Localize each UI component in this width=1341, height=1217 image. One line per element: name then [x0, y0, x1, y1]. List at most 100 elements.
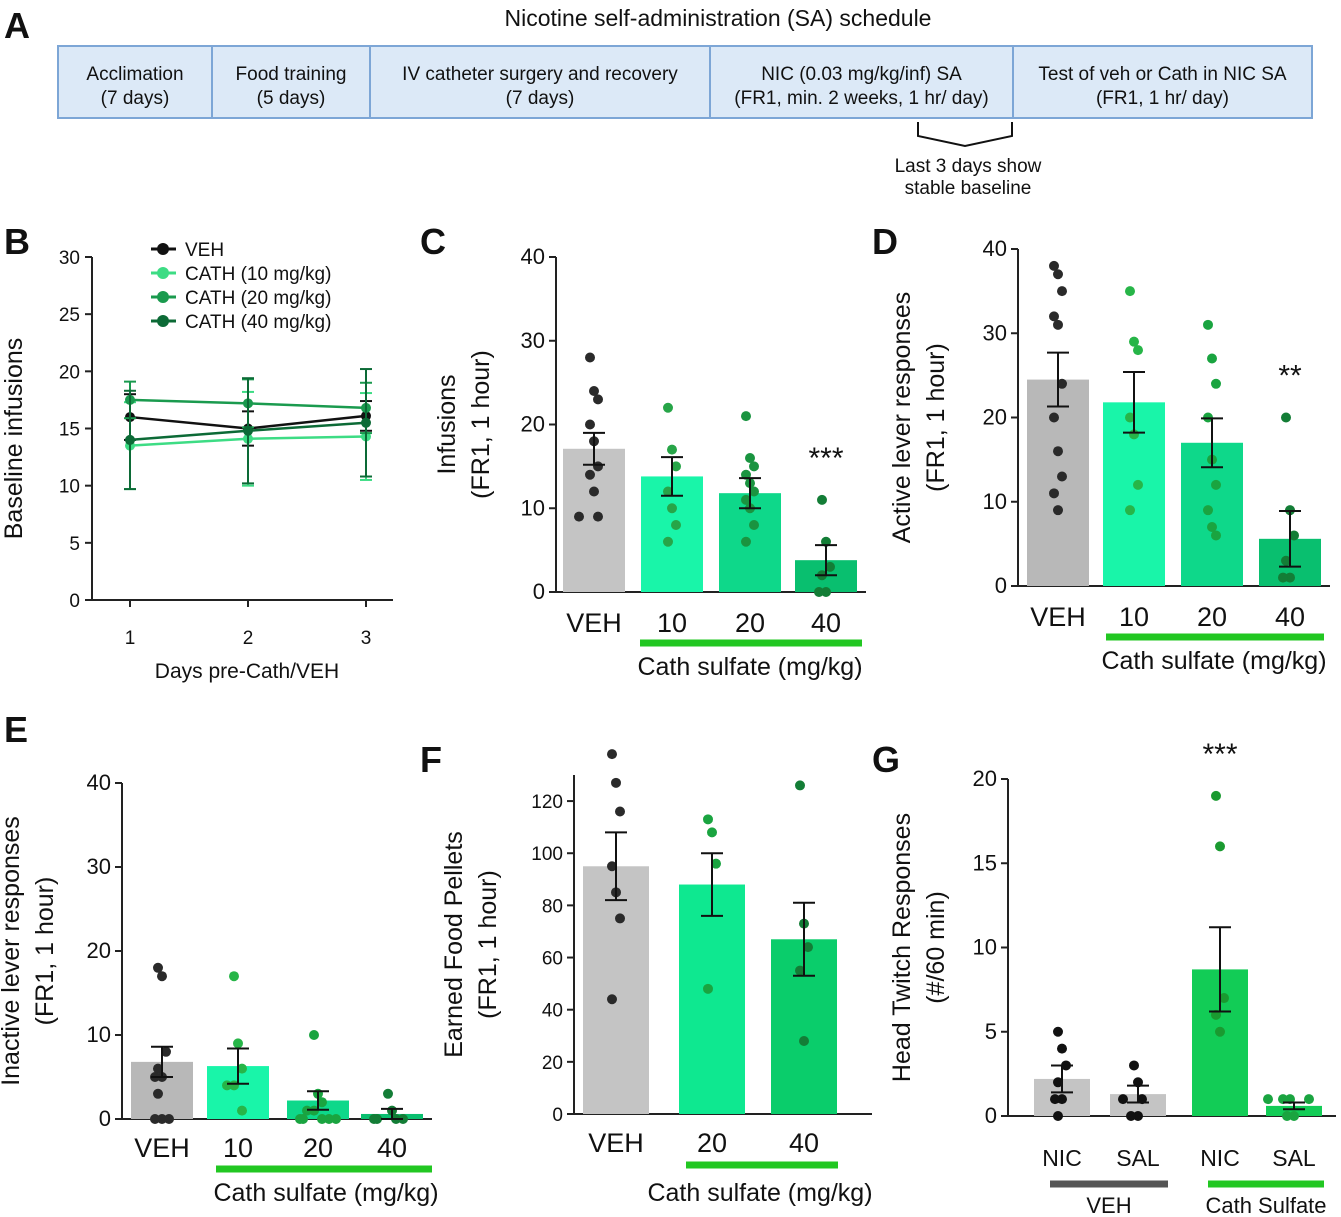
category-label: 10: [657, 608, 687, 638]
data-point: [589, 386, 599, 396]
y-tick-label: 25: [59, 305, 80, 326]
data-point: [663, 486, 673, 497]
category-label: SAL: [1116, 1145, 1160, 1171]
panel-letter-b: B: [4, 221, 30, 262]
category-label: 40: [789, 1128, 819, 1158]
y-tick-label: 40: [542, 1001, 563, 1022]
schedule-box: [211, 45, 371, 119]
y-tick-label: 100: [531, 844, 563, 865]
y-axis-label: Earned Food Pellets: [440, 831, 468, 1058]
data-point: [1118, 1094, 1128, 1105]
y-tick-label: 20: [59, 362, 80, 383]
data-point: [593, 394, 603, 405]
data-point: [749, 520, 759, 530]
dots-group: [814, 494, 835, 597]
y-tick-label: 60: [542, 949, 563, 970]
data-point: [150, 1114, 160, 1124]
data-point: [1126, 1111, 1136, 1121]
data-point: [607, 749, 617, 760]
legend-label: VEH: [185, 240, 224, 261]
y-tick-label: 15: [973, 850, 997, 875]
data-point: [1057, 471, 1067, 482]
data-point: [1053, 1077, 1063, 1088]
y-axis-label: Head Twitch Responses: [888, 813, 916, 1082]
data-point: [1215, 841, 1225, 852]
dots-group: [795, 780, 813, 1046]
y-tick-label: 0: [985, 1103, 997, 1128]
data-point: [161, 1046, 171, 1057]
data-point: [1211, 530, 1221, 541]
y-axis-sublabel: (#/60 min): [922, 891, 950, 1004]
category-label: NIC: [1200, 1145, 1240, 1171]
data-point: [1207, 353, 1217, 364]
data-point: [667, 503, 677, 514]
data-point: [585, 352, 595, 363]
data-point: [574, 511, 584, 522]
data-point: [309, 1030, 319, 1040]
dots-group: [574, 352, 603, 522]
data-point: [1211, 790, 1221, 801]
dots-group: [607, 749, 625, 1005]
chart-panel-e: 0 10 20 30 40 VEH 10 20 40 Cath sulfate (mg/kg) In…: [0, 770, 439, 1207]
category-label: VEH: [588, 1128, 644, 1158]
y-tick-label: 0: [533, 579, 545, 604]
y-axis-sublabel: (FR1, 1 hour): [31, 877, 59, 1026]
significance-label: **: [1278, 360, 1302, 393]
data-point: [663, 536, 673, 547]
chart-panel-d: 0 10 20 30 40 VEH 10 20 40 ** Cath sulfate (mg/kg)…: [888, 236, 1330, 675]
schedule-box-sublabel: (5 days): [257, 88, 326, 109]
category-label: SAL: [1272, 1145, 1316, 1171]
x-axis-label: Days pre-Cath/VEH: [155, 660, 339, 683]
x-axis-label: Cath sulfate (mg/kg): [637, 653, 862, 681]
data-point: [369, 1114, 379, 1124]
data-point: [703, 814, 713, 825]
data-point: [233, 1038, 243, 1049]
legend-label: CATH (40 mg/kg): [185, 312, 331, 333]
data-point: [607, 861, 617, 872]
y-tick-label: 20: [521, 412, 545, 437]
category-label: 10: [223, 1133, 253, 1163]
data-point: [1203, 319, 1213, 330]
group-label: Cath Sulfate: [1205, 1193, 1326, 1217]
chart-panel-g: 0 5 10 15 20 NIC SAL NIC SAL *** VEH Cath Sulfate He…: [888, 738, 1336, 1217]
y-tick-label: 30: [521, 328, 545, 353]
y-tick-label: 10: [59, 477, 80, 498]
data-point: [157, 1114, 167, 1124]
chart-panel-c: 0 10 20 30 40 VEH 10 20 40 *** Cath sulfate (mg/kg…: [433, 244, 866, 681]
y-tick-label: 0: [99, 1106, 111, 1131]
data-point: [741, 411, 751, 422]
data-point: [703, 983, 713, 994]
category-label: VEH: [1030, 602, 1086, 632]
data-point: [1053, 505, 1063, 516]
data-point: [671, 520, 681, 530]
data-point: [237, 1105, 247, 1116]
legend-label: CATH (10 mg/kg): [185, 264, 331, 285]
dots-group: [703, 814, 721, 994]
bar: [1266, 1105, 1322, 1116]
baseline-brace: [917, 122, 1013, 148]
group-label: VEH: [1086, 1193, 1131, 1217]
data-point: [1285, 572, 1295, 583]
y-axis-sublabel: (FR1, 1 hour): [474, 870, 502, 1019]
data-point: [749, 461, 759, 472]
data-point: [1057, 286, 1067, 297]
bar: [563, 448, 625, 592]
data-point: [1057, 1094, 1067, 1105]
y-tick-label: 30: [59, 248, 80, 269]
legend-marker: [157, 291, 169, 303]
y-tick-label: 40: [983, 236, 1007, 261]
category-label: 40: [377, 1133, 407, 1163]
data-point: [1281, 555, 1291, 566]
dots-group: [1118, 1060, 1147, 1121]
panel-a-schedule: A Nicotine self-administration (SA) sche…: [4, 5, 1313, 199]
category-label: 40: [811, 608, 841, 638]
y-axis-label: Inactive lever responses: [0, 816, 25, 1086]
category-label: NIC: [1042, 1145, 1082, 1171]
data-point: [1057, 378, 1067, 389]
legend-marker: [157, 315, 169, 327]
data-point: [1129, 336, 1139, 347]
category-label: 20: [303, 1133, 333, 1163]
data-point: [1053, 319, 1063, 330]
y-tick-label: 40: [87, 770, 111, 795]
data-point: [157, 971, 167, 982]
